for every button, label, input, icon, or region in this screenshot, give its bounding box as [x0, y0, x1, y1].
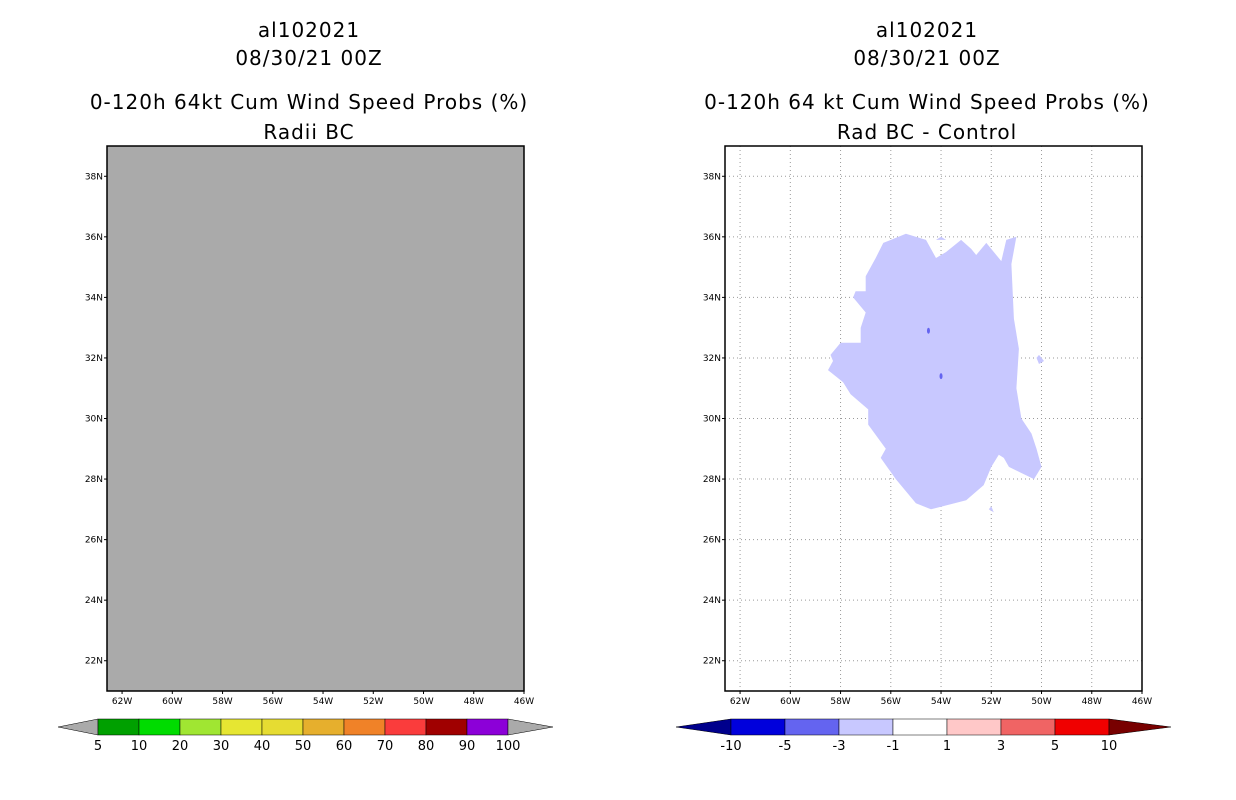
- x-tick-label: 46W: [1132, 697, 1152, 707]
- y-tick-label: 36N: [703, 233, 721, 243]
- colorbar-label: 10: [131, 739, 148, 754]
- x-tick-label: 52W: [981, 697, 1001, 707]
- colorbar-segment: [946, 718, 1002, 736]
- left-panel: al102021 08/30/21 00Z 0-120h 64kt Cum Wi…: [57, 18, 554, 754]
- colorbar-segment: [261, 718, 304, 736]
- right-panel: al102021 08/30/21 00Z 0-120h 64 kt Cum W…: [618, 0, 1236, 800]
- colorbar-label: 1: [943, 739, 951, 754]
- y-tick-label: 22N: [703, 657, 721, 667]
- plot-area: [107, 146, 524, 691]
- y-tick-label: 28N: [85, 475, 103, 485]
- colorbar-label: -5: [779, 739, 792, 754]
- colorbar-label: 80: [418, 739, 435, 754]
- y-tick-label: 24N: [85, 596, 103, 606]
- colorbar-segment: [138, 718, 181, 736]
- colorbar-end-high: [1108, 718, 1172, 736]
- colorbar-label: 10: [1101, 739, 1118, 754]
- y-tick-label: 36N: [85, 233, 103, 243]
- colorbar-segment: [384, 718, 427, 736]
- colorbar-segment: [343, 718, 386, 736]
- colorbar-segment: [1054, 718, 1110, 736]
- x-tick-label: 50W: [1031, 697, 1051, 707]
- colorbar-segment: [302, 718, 345, 736]
- colorbar-segment: [179, 718, 222, 736]
- chart-right: 22N 24N 26N 28N 30N 32N 34N 36N 38N 62W 60W 58W 56W 5…: [675, 145, 1172, 754]
- diff-region-small: [936, 236, 947, 240]
- datetime: 08/30/21 00Z: [235, 46, 383, 70]
- colorbar-segment: [425, 718, 468, 736]
- colorbar-segment: [97, 718, 140, 736]
- x-tick-label: 60W: [780, 697, 800, 707]
- y-tick-label: 30N: [85, 415, 103, 425]
- x-tick-label: 62W: [730, 697, 750, 707]
- colorbar-segment: [730, 718, 786, 736]
- colorbar-label: 40: [254, 739, 271, 754]
- y-tick-label: 38N: [85, 172, 103, 182]
- colorbar-segment: [892, 718, 948, 736]
- colorbar-label: 70: [377, 739, 394, 754]
- colorbar-label: 90: [459, 739, 476, 754]
- x-tick-label: 46W: [514, 697, 534, 707]
- colorbar-label: 5: [1051, 739, 1059, 754]
- colorbar-label: -3: [833, 739, 846, 754]
- colorbar-label: 3: [997, 739, 1005, 754]
- x-tick-label: 58W: [830, 697, 850, 707]
- colorbar-label: 100: [496, 739, 521, 754]
- x-tick-label: 56W: [263, 697, 283, 707]
- colorbar-label: 20: [172, 739, 189, 754]
- colorbar-label: -10: [720, 739, 741, 754]
- colorbar-end-low: [675, 718, 732, 736]
- x-tick-label: 62W: [112, 697, 132, 707]
- y-tick-label: 38N: [703, 172, 721, 182]
- datetime: 08/30/21 00Z: [853, 46, 1001, 70]
- x-tick-label: 58W: [212, 697, 232, 707]
- colorbar-segment: [838, 718, 894, 736]
- diff-region: [828, 233, 1042, 510]
- y-tick-label: 24N: [703, 596, 721, 606]
- diff-dot: [939, 373, 943, 380]
- x-tick-label: 48W: [464, 697, 484, 707]
- x-tick-label: 52W: [363, 697, 383, 707]
- diff-dot: [926, 327, 930, 334]
- y-tick-label: 34N: [85, 293, 103, 303]
- colorbar-segment: [466, 718, 509, 736]
- x-tick-label: 54W: [931, 697, 951, 707]
- y-tick-label: 22N: [85, 657, 103, 667]
- y-tick-label: 28N: [703, 475, 721, 485]
- y-tick-label: 34N: [703, 293, 721, 303]
- chart-title: 0-120h 64kt Cum Wind Speed Probs (%): [89, 90, 529, 114]
- colorbar-end-low: [57, 718, 99, 736]
- chart-title: 0-120h 64 kt Cum Wind Speed Probs (%): [704, 90, 1150, 114]
- x-tick-label: 56W: [881, 697, 901, 707]
- colorbar-segment: [1000, 718, 1056, 736]
- colorbar-end-high: [507, 718, 554, 736]
- y-tick-label: 30N: [703, 415, 721, 425]
- colorbar-segment: [784, 718, 840, 736]
- colorbar-label: 5: [94, 739, 102, 754]
- storm-id: al102021: [257, 18, 361, 42]
- colorbar-label: 60: [336, 739, 353, 754]
- diff-region-small: [988, 506, 994, 513]
- x-tick-label: 60W: [162, 697, 182, 707]
- chart-left: 22N 24N 26N 28N 30N 32N 34N 36N 38N 62W 60W 58W 56W 5…: [57, 145, 554, 754]
- chart-subtitle: Radii BC: [263, 120, 355, 144]
- y-tick-label: 26N: [85, 536, 103, 546]
- colorbar-segment: [220, 718, 263, 736]
- x-tick-label: 50W: [413, 697, 433, 707]
- storm-id: al102021: [875, 18, 979, 42]
- y-tick-label: 26N: [703, 536, 721, 546]
- diff-region-small: [1036, 354, 1044, 364]
- x-tick-label: 48W: [1082, 697, 1102, 707]
- x-tick-label: 54W: [313, 697, 333, 707]
- colorbar-label: 50: [295, 739, 312, 754]
- y-tick-label: 32N: [703, 354, 721, 364]
- chart-subtitle: Rad BC - Control: [836, 120, 1018, 144]
- y-tick-label: 32N: [85, 354, 103, 364]
- colorbar-label: 30: [213, 739, 230, 754]
- colorbar-label: -1: [887, 739, 900, 754]
